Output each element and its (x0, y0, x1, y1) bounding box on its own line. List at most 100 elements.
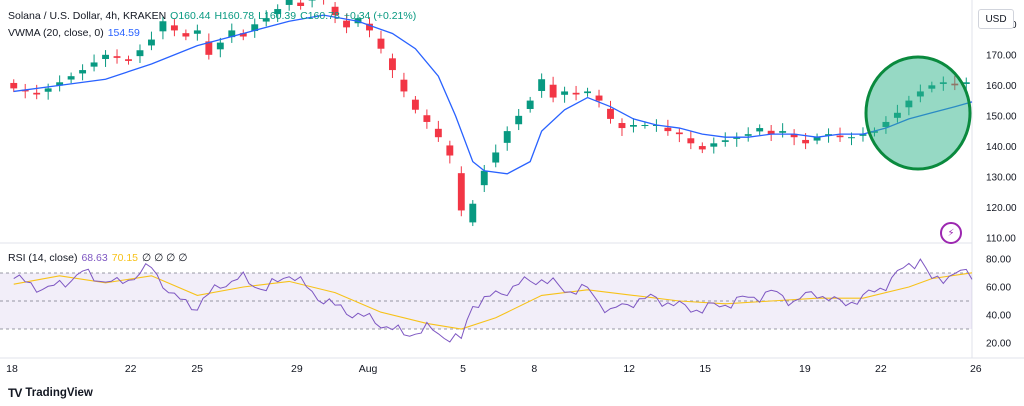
price-header: Solana / U.S. Dollar, 4h, KRAKEN O160.44… (8, 10, 416, 22)
close-value: C160.78 (300, 10, 340, 22)
candle-body (434, 128, 442, 138)
tradingview-logo[interactable]: TV TradingView (8, 386, 93, 400)
candle-body (630, 125, 637, 127)
candle-body (595, 95, 603, 101)
candle-body (182, 33, 190, 37)
candle-body (136, 50, 144, 57)
candle-body (549, 84, 557, 98)
candle-body (10, 82, 18, 89)
time-tick-label: 5 (460, 363, 466, 375)
rsi-label[interactable]: RSI (14, close) (8, 252, 78, 264)
time-tick-label: 12 (623, 363, 635, 375)
candle-body (515, 115, 523, 125)
candle-body (125, 59, 132, 61)
rsi-ma-value: 70.15 (111, 252, 139, 264)
candle-body (698, 146, 706, 150)
candle-body (802, 139, 810, 144)
candle-body (813, 137, 821, 141)
candle-body (721, 140, 729, 142)
rsi-extra-values: ∅ ∅ ∅ ∅ (142, 252, 188, 264)
candle-body (113, 56, 121, 58)
candle-body (538, 79, 546, 91)
lightning-icon[interactable]: ⚡ (940, 222, 962, 244)
price-tick-label: 110.00 (986, 233, 1016, 244)
candle-body (343, 20, 350, 28)
candle-body (170, 25, 178, 31)
candle-body (733, 137, 741, 139)
price-tick-label: 170.00 (986, 50, 1017, 61)
candle-body (446, 145, 454, 156)
candle-body (228, 30, 236, 38)
candle-body (251, 24, 259, 32)
candle-body (159, 21, 167, 32)
candle-body (90, 62, 98, 67)
brand-name: TradingView (25, 387, 93, 399)
rsi-tick-label: 80.00 (986, 255, 1011, 266)
time-tick-label: Aug (359, 363, 378, 375)
candle-body (33, 92, 41, 95)
price-tick-label: 150.00 (986, 111, 1017, 122)
rsi-tick-label: 20.00 (986, 339, 1011, 350)
candle-body (561, 91, 569, 95)
candle-body (664, 127, 672, 132)
vwma-label[interactable]: VWMA (20, close, 0) (8, 27, 104, 39)
candle-body (366, 23, 373, 31)
price-tick-label: 130.00 (986, 172, 1017, 183)
candle-body (389, 58, 396, 71)
time-tick-label: 18 (6, 363, 18, 375)
time-tick-label: 19 (799, 363, 811, 375)
candle-body (148, 39, 155, 46)
symbol-label[interactable]: Solana / U.S. Dollar, 4h, KRAKEN (8, 10, 167, 22)
candle-body (756, 128, 764, 132)
candle-body (962, 82, 970, 84)
rsi-header: RSI (14, close) 68.63 70.15 ∅ ∅ ∅ ∅ (8, 252, 187, 264)
low-value: L160.39 (258, 10, 297, 22)
rsi-tick-label: 40.00 (986, 311, 1011, 322)
candle-body (779, 131, 787, 133)
candle-body (710, 143, 718, 147)
candle-body (767, 130, 775, 135)
price-tick-label: 140.00 (986, 142, 1017, 153)
candle-body (205, 41, 213, 55)
candle-body (836, 135, 844, 138)
candle-body (193, 30, 201, 34)
rsi-value: 68.63 (81, 252, 108, 264)
candle-body (21, 89, 29, 92)
candle-body (297, 2, 305, 6)
candle-body (744, 134, 752, 136)
candle-body (285, 0, 293, 5)
time-tick-label: 22 (125, 363, 137, 375)
candle-body (492, 152, 500, 163)
candle-body (618, 123, 626, 129)
vwma-header: VWMA (20, close, 0) 154.59 (8, 27, 140, 39)
candle-body (584, 91, 591, 94)
candle-body (859, 134, 867, 136)
candle-body (457, 173, 465, 211)
candle-body (239, 33, 247, 37)
currency-button[interactable]: USD (978, 9, 1014, 29)
rsi-line (13, 258, 973, 343)
highlight-circle (864, 55, 972, 171)
time-tick-label: 15 (699, 363, 711, 375)
candle-body (44, 88, 52, 92)
candle-body (675, 132, 683, 135)
candle-body (102, 54, 109, 60)
price-tick-label: 160.00 (986, 81, 1017, 92)
candle-body (79, 70, 87, 74)
candle-body (262, 18, 270, 22)
vwma-line (13, 14, 973, 175)
candle-body (641, 125, 649, 126)
candle-body (56, 82, 64, 86)
candle-body (469, 203, 477, 223)
candle-body (274, 9, 282, 15)
candle-body (400, 79, 408, 92)
time-tick-label: 22 (875, 363, 887, 375)
rsi-tick-label: 60.00 (986, 283, 1011, 294)
candle-body (216, 42, 224, 50)
high-value: H160.78 (214, 10, 255, 22)
candle-body (607, 108, 614, 119)
candle-body (526, 100, 534, 109)
time-tick-label: 25 (191, 363, 203, 375)
candle-body (572, 92, 580, 95)
